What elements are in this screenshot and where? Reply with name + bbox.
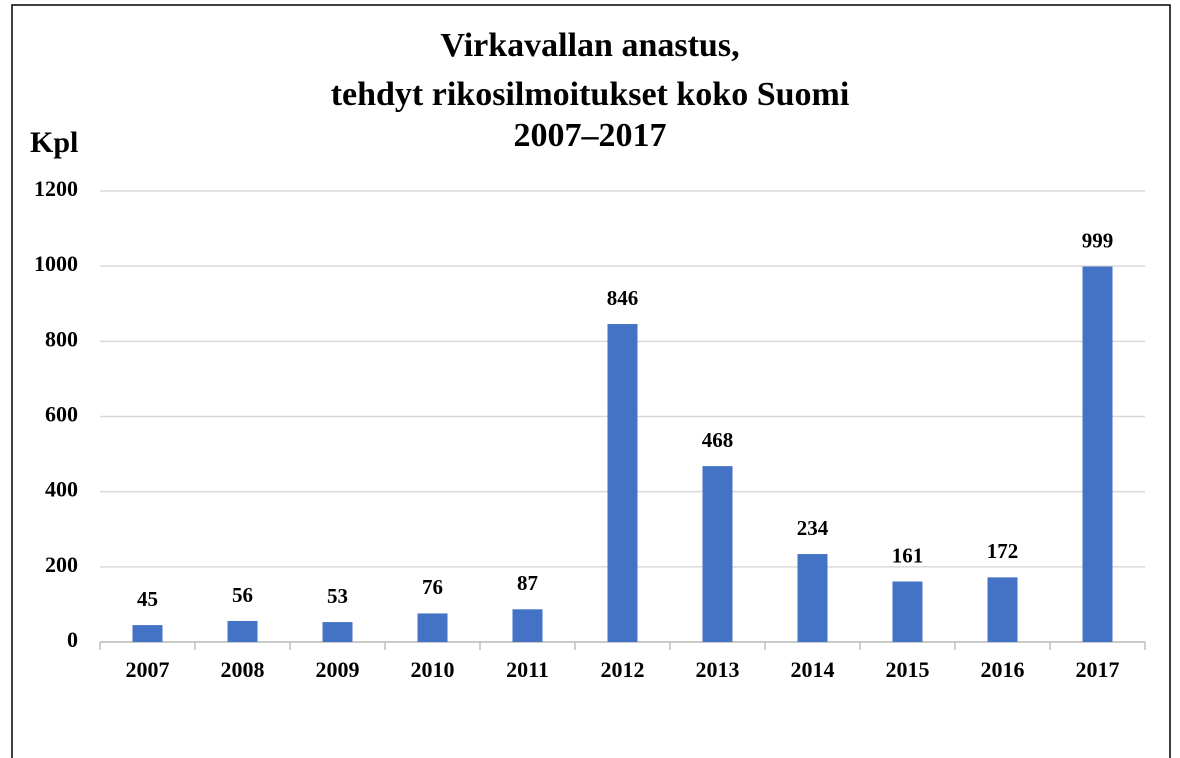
bar [892,581,923,642]
x-tick-label: 2014 [791,657,835,682]
y-tick-label: 1200 [34,176,78,201]
x-tick-label: 2017 [1076,657,1120,682]
chart-title: Virkavallan anastus, [440,27,739,64]
chart-title: tehdyt rikosilmoitukset koko Suomi [331,76,850,113]
y-tick-label: 600 [45,402,78,427]
x-tick-label: 2008 [221,657,265,682]
bar [322,622,353,642]
data-label: 45 [137,587,158,611]
y-tick-label: 0 [67,627,78,652]
y-tick-label: 400 [45,477,78,502]
y-tick-label: 800 [45,326,78,351]
x-tick-label: 2016 [981,657,1025,682]
data-label: 87 [517,571,538,595]
bar [987,577,1018,642]
x-tick-label: 2013 [696,657,740,682]
x-tick-label: 2011 [506,657,549,682]
chart-border [11,4,1171,758]
bar [417,613,448,642]
data-label: 846 [607,286,639,310]
x-tick-label: 2015 [886,657,930,682]
data-label: 53 [327,584,348,608]
bar [607,324,638,642]
bar [1082,266,1113,642]
data-label: 468 [702,428,734,452]
bar [702,466,733,642]
y-tick-label: 1000 [34,251,78,276]
x-tick-label: 2012 [601,657,645,682]
y-axis-label: Kpl [30,126,78,159]
chart-title: 2007–2017 [514,117,667,154]
bar [227,620,258,642]
x-tick-label: 2010 [411,657,455,682]
x-tick-label: 2007 [126,657,170,682]
data-label: 234 [797,516,829,540]
bar [132,625,163,642]
data-label: 172 [987,539,1019,563]
data-label: 161 [892,543,924,567]
data-label: 999 [1082,228,1114,252]
data-label: 76 [422,575,443,599]
bar [512,609,543,642]
bar [797,554,828,642]
y-tick-label: 200 [45,552,78,577]
data-label: 56 [232,583,253,607]
x-tick-label: 2009 [316,657,360,682]
